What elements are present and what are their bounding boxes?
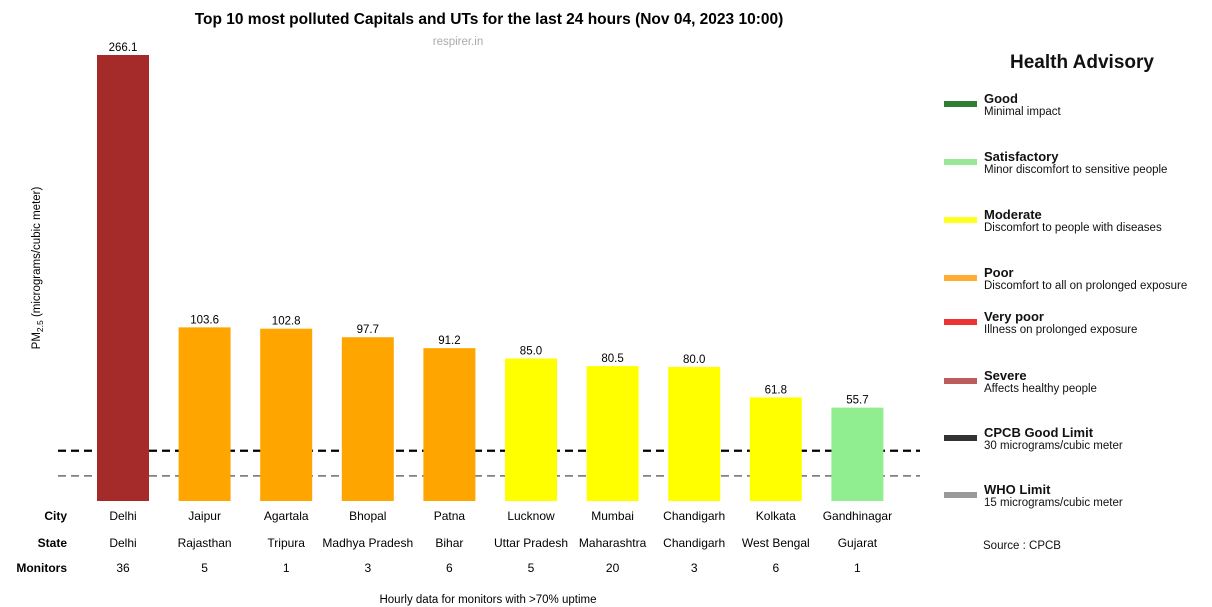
monitors-label-jaipur: 5 [201, 561, 208, 575]
state-label-lucknow: Uttar Pradesh [494, 536, 568, 550]
bar-patna [423, 348, 476, 501]
advisory-swatch-cpcb-good-limit [944, 435, 977, 441]
advisory-swatch-satisfactory [944, 159, 977, 165]
advisory-item-who-limit: WHO Limit 15 micrograms/cubic meter [944, 482, 1212, 514]
bar-delhi [97, 55, 149, 501]
value-label-kolkata: 61.8 [765, 384, 787, 396]
y-axis-label: PM2.5 (micrograms/cubic meter) [31, 187, 45, 350]
advisory-swatch-who-limit [944, 492, 977, 498]
value-label-agartala: 102.8 [272, 316, 301, 328]
advisory-swatch-moderate [944, 217, 977, 223]
city-label-bhopal: Bhopal [349, 509, 386, 523]
state-label-gandhinagar: Gujarat [838, 536, 878, 550]
city-label-jaipur: Jaipur [188, 509, 221, 523]
bar-bhopal [341, 337, 394, 501]
row-label-monitors: Monitors [16, 561, 67, 575]
bar-agartala [260, 328, 313, 501]
advisory-desc-moderate: Discomfort to people with diseases [984, 222, 1162, 234]
advisory-label-satisfactory: Satisfactory [984, 149, 1059, 164]
state-label-patna: Bihar [435, 536, 463, 550]
advisory-item-good: Good Minimal impact [944, 91, 1212, 123]
value-labels: 266.1 103.6 102.8 97.7 91.2 85.0 80.5 80.0 61.8 5… [109, 42, 869, 407]
advisory-item-satisfactory: Satisfactory Minor discomfort to sensitiv… [944, 149, 1212, 181]
city-label-agartala: Agartala [264, 509, 309, 523]
chart-subtitle: respirer.in [433, 36, 484, 48]
state-label-jaipur: Rajasthan [178, 536, 232, 550]
advisory-desc-cpcb-good-limit: 30 micrograms/cubic meter [984, 440, 1123, 452]
advisory-swatch-very-poor [944, 319, 977, 325]
monitors-label-delhi: 36 [116, 561, 130, 575]
bar-gandhinagar [831, 407, 884, 501]
monitors-label-agartala: 1 [283, 561, 290, 575]
state-label-chandigarh: Chandigarh [663, 536, 725, 550]
chart-footnote: Hourly data for monitors with >70% uptim… [379, 594, 596, 606]
advisory-label-poor: Poor [984, 265, 1014, 280]
bar-kolkata [749, 397, 802, 501]
value-label-jaipur: 103.6 [190, 314, 219, 326]
monitors-label-kolkata: 6 [772, 561, 779, 575]
city-label-kolkata: Kolkata [756, 509, 796, 523]
advisory-item-cpcb-good-limit: CPCB Good Limit 30 micrograms/cubic meter [944, 425, 1212, 457]
state-label-agartala: Tripura [267, 536, 305, 550]
advisory-label-moderate: Moderate [984, 207, 1042, 222]
row-label-city: City [44, 509, 67, 523]
city-label-lucknow: Lucknow [507, 509, 555, 523]
source-note: Source : CPCB [983, 540, 1061, 552]
value-label-lucknow: 85.0 [520, 346, 542, 358]
value-label-gandhinagar: 55.7 [846, 395, 868, 407]
bars [97, 55, 884, 501]
monitors-label-patna: 6 [446, 561, 453, 575]
monitors-label-mumbai: 20 [606, 561, 620, 575]
state-label-mumbai: Maharashtra [579, 536, 647, 550]
value-label-mumbai: 80.5 [601, 353, 623, 365]
advisory-desc-who-limit: 15 micrograms/cubic meter [984, 497, 1123, 509]
advisory-label-who-limit: WHO Limit [984, 482, 1051, 497]
advisory-item-very-poor: Very poor Illness on prolonged exposure [944, 309, 1212, 341]
city-label-delhi: Delhi [109, 509, 136, 523]
monitor-row: 36 5 1 3 6 5 20 3 6 1 [116, 561, 861, 575]
state-label-kolkata: West Bengal [742, 536, 810, 550]
monitors-label-bhopal: 3 [364, 561, 371, 575]
advisory-item-severe: Severe Affects healthy people [944, 368, 1212, 400]
advisory-swatch-severe [944, 378, 977, 384]
value-label-bhopal: 97.7 [357, 324, 379, 336]
advisory-desc-satisfactory: Minor discomfort to sensitive people [984, 164, 1168, 176]
advisory-label-severe: Severe [984, 368, 1027, 383]
state-label-bhopal: Madhya Pradesh [322, 536, 413, 550]
advisory-item-poor: Poor Discomfort to all on prolonged expos… [944, 265, 1212, 297]
monitors-label-lucknow: 5 [528, 561, 535, 575]
advisory-title: Health Advisory [1010, 52, 1154, 73]
bar-mumbai [586, 366, 639, 501]
city-label-patna: Patna [434, 509, 466, 523]
advisory-desc-severe: Affects healthy people [984, 383, 1097, 395]
advisory-desc-very-poor: Illness on prolonged exposure [984, 324, 1138, 336]
city-label-chandigarh: Chandigarh [663, 509, 725, 523]
advisory-desc-good: Minimal impact [984, 106, 1061, 118]
advisory-label-good: Good [984, 91, 1018, 106]
chart-title: Top 10 most polluted Capitals and UTs fo… [195, 11, 784, 28]
advisory-desc-poor: Discomfort to all on prolonged exposure [984, 280, 1188, 292]
value-label-delhi: 266.1 [109, 42, 138, 54]
value-label-chandigarh: 80.0 [683, 354, 705, 366]
monitors-label-chandigarh: 3 [691, 561, 698, 575]
bar-jaipur [178, 327, 231, 501]
bar-chandigarh [668, 366, 721, 501]
advisory-swatch-poor [944, 275, 977, 281]
advisory-label-very-poor: Very poor [984, 309, 1044, 324]
monitors-label-gandhinagar: 1 [854, 561, 861, 575]
advisory-item-moderate: Moderate Discomfort to people with diseas… [944, 207, 1212, 239]
state-label-delhi: Delhi [109, 536, 136, 550]
bar-chart: Top 10 most polluted Capitals and UTs fo… [16, 11, 920, 606]
bar-lucknow [505, 358, 557, 501]
row-label-state: State [38, 536, 68, 550]
state-row: Delhi Rajasthan Tripura Madhya Pradesh Bihar… [109, 536, 877, 550]
value-label-patna: 91.2 [438, 335, 460, 347]
city-label-mumbai: Mumbai [591, 509, 634, 523]
city-label-gandhinagar: Gandhinagar [823, 509, 892, 523]
city-row: Delhi Jaipur Agartala Bhopal Patna Lucknow Mum… [109, 509, 892, 523]
advisory-label-cpcb-good-limit: CPCB Good Limit [984, 425, 1094, 440]
advisory-swatch-good [944, 101, 977, 107]
